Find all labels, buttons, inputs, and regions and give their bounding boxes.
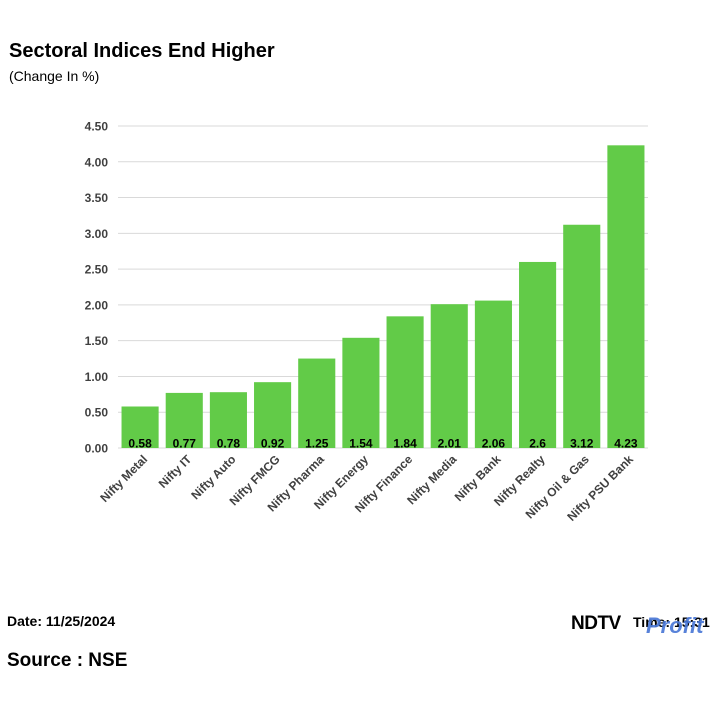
data-label: 2.01 — [438, 437, 462, 451]
x-tick-label: Nifty Metal — [97, 452, 150, 505]
data-label: 0.92 — [261, 437, 285, 451]
bars — [121, 145, 645, 448]
y-tick-label: 3.50 — [85, 191, 109, 205]
bar — [254, 382, 292, 448]
data-label: 0.58 — [128, 437, 152, 451]
data-label: 1.84 — [393, 437, 417, 451]
data-labels: 0.58 0.77 0.78 0.92 1.25 1.54 1.84 2.01 2.06 2.6 3… — [128, 437, 638, 451]
y-tick-label: 4.00 — [85, 155, 109, 169]
y-tick-label: 0.00 — [85, 442, 109, 456]
bar — [121, 406, 159, 448]
data-label: 0.78 — [217, 437, 241, 451]
chart-subtitle: (Change In %) — [9, 68, 100, 84]
bar — [519, 261, 557, 448]
source-label: Source : NSE — [7, 650, 128, 671]
y-tick-label: 4.50 — [85, 120, 109, 134]
bar — [298, 358, 336, 448]
bar — [386, 316, 424, 448]
data-label: 3.12 — [570, 437, 594, 451]
bar — [607, 145, 645, 448]
bar — [474, 300, 512, 448]
data-label: 0.77 — [173, 437, 197, 451]
y-tick-label: 2.50 — [85, 263, 109, 277]
ndtv-profit-logo: Time: 15:31 NDTV Profit — [571, 612, 716, 640]
data-label: 1.25 — [305, 437, 329, 451]
time-label: Time: 15:31 — [633, 614, 710, 630]
bar-chart: 0.00 0.50 1.00 1.50 2.00 2.50 3.00 3.50 4.00 4.50… — [85, 120, 648, 524]
bar — [563, 224, 601, 448]
y-tick-label: 1.50 — [85, 334, 109, 348]
logo-profit-text: Profit — [646, 613, 704, 638]
y-tick-label: 2.00 — [85, 298, 109, 312]
logo-ndtv-text: NDTV — [571, 613, 621, 634]
y-axis-ticks: 0.00 0.50 1.00 1.50 2.00 2.50 3.00 3.50 4.00 4.50 — [85, 120, 109, 456]
bar — [209, 392, 247, 448]
x-tick-label: Nifty IT — [156, 452, 195, 491]
y-tick-label: 3.00 — [85, 227, 109, 241]
chart-title: Sectoral Indices End Higher — [9, 40, 275, 62]
gridlines — [118, 125, 648, 449]
data-label: 2.6 — [529, 437, 546, 451]
bar — [430, 304, 468, 448]
bar — [342, 337, 380, 448]
bar — [165, 392, 203, 448]
data-label: 1.54 — [349, 437, 373, 451]
data-label: 4.23 — [614, 437, 638, 451]
data-label: 2.06 — [482, 437, 506, 451]
y-tick-label: 1.00 — [85, 370, 109, 384]
date-label: Date: 11/25/2024 — [7, 613, 116, 629]
y-tick-label: 0.50 — [85, 406, 109, 420]
